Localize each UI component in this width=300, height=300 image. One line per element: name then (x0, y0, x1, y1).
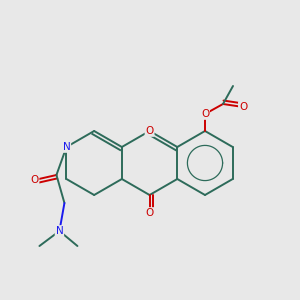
Text: O: O (146, 208, 154, 218)
Text: N: N (63, 142, 70, 152)
Text: O: O (146, 126, 154, 136)
Text: N: N (56, 226, 63, 236)
Text: O: O (239, 102, 247, 112)
Text: O: O (30, 175, 39, 185)
Text: O: O (201, 109, 209, 119)
